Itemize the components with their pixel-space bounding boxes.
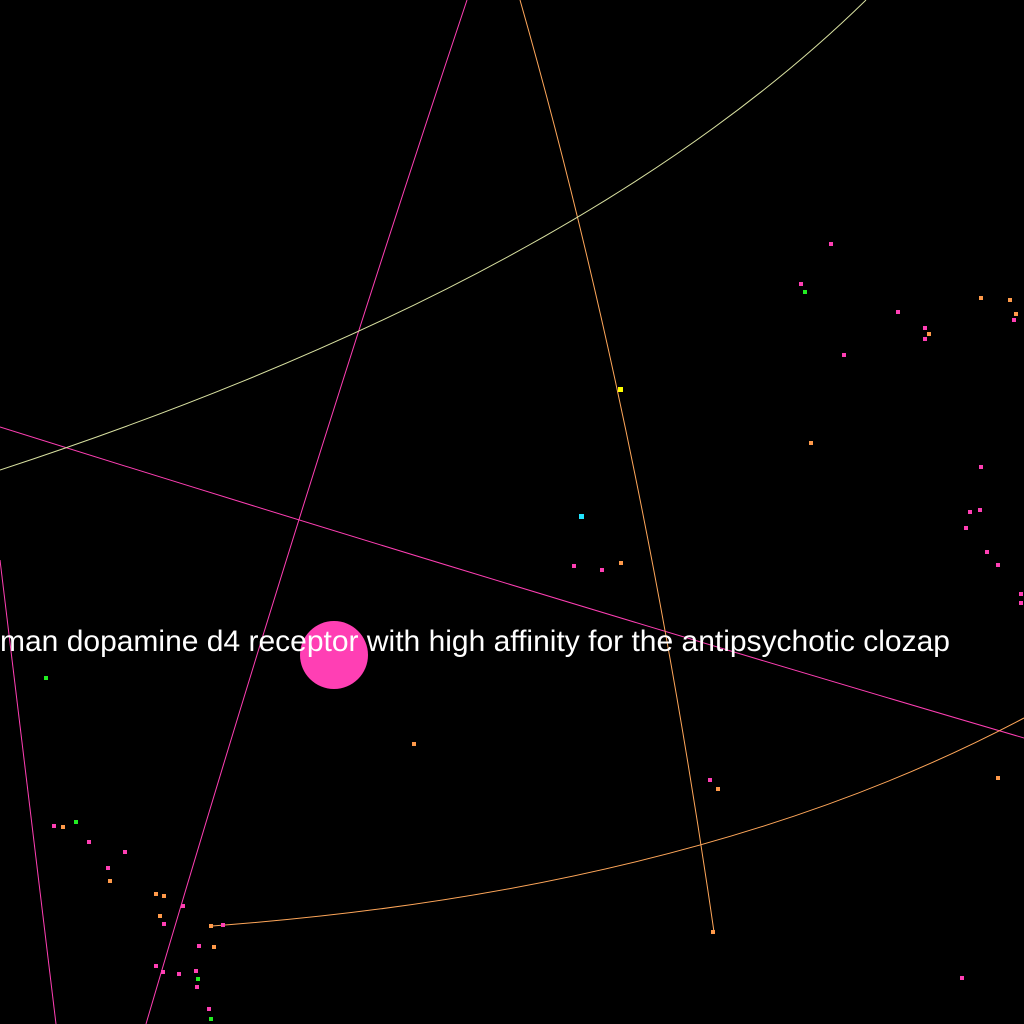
node[interactable] (979, 465, 983, 469)
node[interactable] (579, 514, 584, 519)
node[interactable] (799, 282, 803, 286)
node[interactable] (829, 242, 833, 246)
node[interactable] (572, 564, 576, 568)
node[interactable] (923, 337, 927, 341)
node[interactable] (44, 676, 48, 680)
node[interactable] (158, 914, 162, 918)
node[interactable] (221, 923, 225, 927)
node[interactable] (123, 850, 127, 854)
node[interactable] (964, 526, 968, 530)
node[interactable] (1014, 312, 1018, 316)
node[interactable] (803, 290, 807, 294)
edge-orange-curve-bottom (211, 717, 1024, 927)
node[interactable] (195, 985, 199, 989)
node[interactable] (600, 568, 604, 572)
edge-pink-diagonal-left (145, 0, 468, 1024)
node[interactable] (412, 742, 416, 746)
node-label: man dopamine d4 receptor with high affin… (0, 625, 950, 658)
node[interactable] (196, 977, 200, 981)
node[interactable] (1012, 318, 1016, 322)
node[interactable] (1019, 592, 1023, 596)
node[interactable] (87, 840, 91, 844)
node[interactable] (194, 969, 198, 973)
node[interactable] (619, 561, 623, 565)
node[interactable] (181, 904, 185, 908)
node[interactable] (978, 508, 982, 512)
node[interactable] (985, 550, 989, 554)
node[interactable] (106, 866, 110, 870)
node[interactable] (161, 970, 165, 974)
node[interactable] (212, 945, 216, 949)
node[interactable] (197, 944, 201, 948)
node[interactable] (162, 894, 166, 898)
node[interactable] (708, 778, 712, 782)
node[interactable] (996, 563, 1000, 567)
node[interactable] (74, 820, 78, 824)
node[interactable] (716, 787, 720, 791)
edge-orange-vertical (519, 0, 715, 933)
node[interactable] (927, 332, 931, 336)
node[interactable] (923, 326, 927, 330)
node[interactable] (1019, 601, 1023, 605)
node[interactable] (154, 964, 158, 968)
node[interactable] (209, 1017, 213, 1021)
node[interactable] (108, 879, 112, 883)
node[interactable] (809, 441, 813, 445)
node[interactable] (896, 310, 900, 314)
node[interactable] (711, 930, 715, 934)
highlighted-node[interactable] (300, 621, 368, 689)
edge-olive-arc (0, 0, 867, 471)
node[interactable] (154, 892, 158, 896)
node[interactable] (968, 510, 972, 514)
node[interactable] (1008, 298, 1012, 302)
node[interactable] (842, 353, 846, 357)
node[interactable] (960, 976, 964, 980)
node[interactable] (209, 924, 213, 928)
node[interactable] (61, 825, 65, 829)
node[interactable] (177, 972, 181, 976)
node[interactable] (996, 776, 1000, 780)
node[interactable] (207, 1007, 211, 1011)
node[interactable] (979, 296, 983, 300)
node[interactable] (618, 387, 623, 392)
nodes-layer (44, 242, 1023, 1021)
node[interactable] (52, 824, 56, 828)
node[interactable] (162, 922, 166, 926)
edge-pink-horizontal (0, 426, 1024, 739)
